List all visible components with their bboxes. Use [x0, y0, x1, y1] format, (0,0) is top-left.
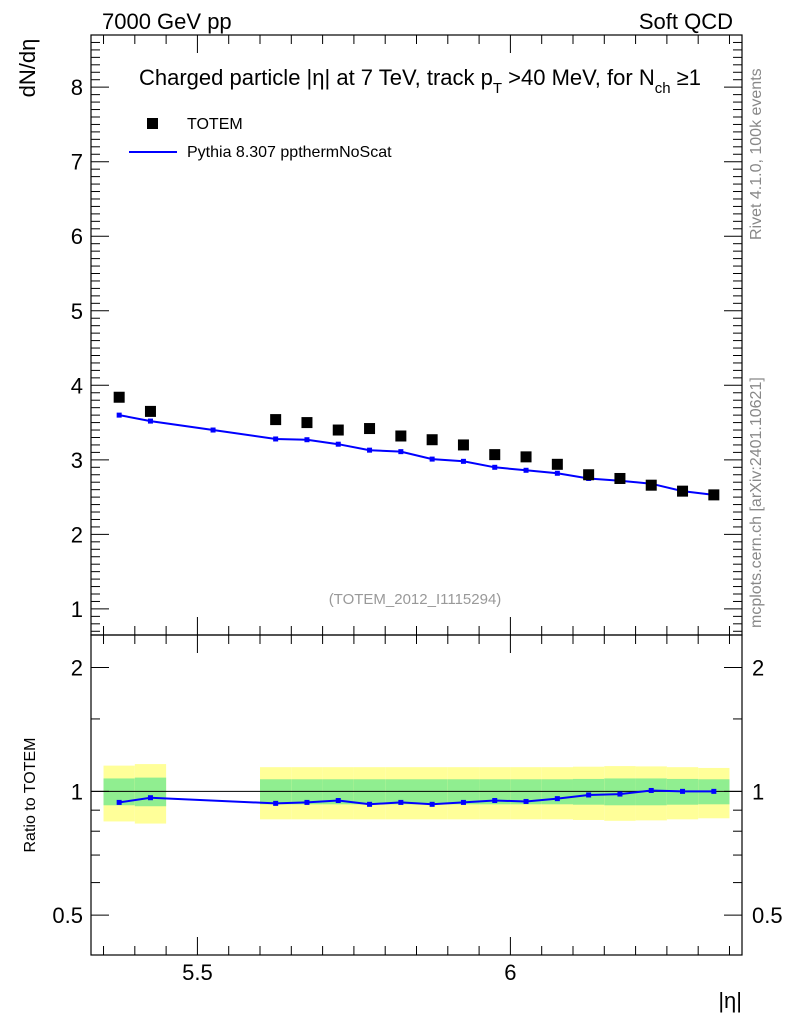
- totem-point: [645, 479, 657, 491]
- totem-point: [614, 472, 626, 484]
- totem-point: [708, 489, 720, 501]
- title-sub-t: T: [493, 80, 502, 97]
- ratio-ytick-label-right: 1: [752, 779, 764, 804]
- legend-totem-label: TOTEM: [187, 116, 243, 133]
- ratio-band-inner: [134, 777, 167, 807]
- mcplots-label: mcplots.cern.ch [arXiv:2401.10621]: [748, 377, 765, 628]
- pythia-point: [554, 470, 560, 476]
- ratio-xtick-label: 6: [504, 960, 516, 985]
- main-title: Charged particle |η| at 7 TeV, track pT …: [139, 65, 701, 97]
- pythia-point: [367, 447, 373, 453]
- pythia-point: [304, 437, 310, 443]
- pythia-point: [398, 449, 404, 455]
- totem-point: [395, 430, 407, 442]
- totem-point: [457, 439, 469, 451]
- totem-point: [270, 414, 282, 426]
- totem-point: [364, 423, 376, 435]
- ratio-pythia-point: [617, 791, 623, 797]
- ratio-ytick-label: 1: [71, 779, 83, 804]
- ratio-pythia-point: [554, 796, 560, 802]
- header-left: 7000 GeV pp: [102, 9, 232, 34]
- totem-point: [551, 458, 563, 470]
- pythia-point: [210, 427, 216, 433]
- main-ytick-label: 4: [71, 373, 83, 398]
- ratio-pythia-point: [398, 799, 404, 805]
- pythia-point: [429, 456, 435, 462]
- pythia-point: [523, 467, 529, 473]
- title-mid: | at 7 TeV, track p: [325, 65, 493, 90]
- totem-point: [520, 451, 532, 463]
- ratio-pythia-point: [147, 795, 153, 801]
- pythia-point: [335, 441, 341, 447]
- ratio-pythia-point: [648, 787, 654, 793]
- totem-point: [113, 391, 125, 403]
- ratio-pythia-point: [711, 788, 717, 794]
- main-ytick-label: 8: [71, 75, 83, 100]
- analysis-watermark: (TOTEM_2012_I1115294): [329, 591, 502, 608]
- ratio-ylabel: Ratio to TOTEM: [22, 738, 39, 853]
- header-right: Soft QCD: [639, 9, 733, 34]
- title-mid2: >40 MeV, for N: [502, 65, 655, 90]
- ratio-pythia-point: [273, 800, 279, 806]
- rivet-label: Rivet 4.1.0, 100k events: [748, 68, 765, 240]
- ratio-pythia-point: [304, 799, 310, 805]
- ratio-pythia-point: [586, 792, 592, 798]
- ratio-pythia-point: [429, 801, 435, 807]
- totem-point: [301, 417, 313, 429]
- ratio-xtick-label: 5.5: [182, 960, 213, 985]
- main-axis-ticks: 1 2 3 4 5 6 7 8: [71, 35, 742, 635]
- totem-point: [426, 434, 438, 446]
- main-ytick-label: 6: [71, 224, 83, 249]
- ratio-uncertainty-bands: [103, 764, 730, 824]
- ratio-pythia-point: [460, 799, 466, 805]
- ratio-pythia-point: [116, 799, 122, 805]
- totem-point: [489, 449, 501, 461]
- ratio-xlabel: |η|: [718, 988, 742, 1013]
- legend-totem-marker: [147, 118, 158, 129]
- title-eta: η: [312, 65, 324, 90]
- ratio-axis-ticks: 0.5 0.5 1 1 2 2 5.5 6: [52, 635, 783, 985]
- pythia-point: [147, 418, 153, 424]
- ratio-panel: 0.5 0.5 1 1 2 2 5.5 6 Ratio to TOTEM |η|: [22, 634, 783, 1013]
- pythia-point: [492, 464, 498, 470]
- main-panel: 1 2 3 4 5 6 7 8 dN/dη Charged particle |η| at 7…: [15, 34, 743, 636]
- ratio-ytick-label-right: 2: [752, 656, 764, 681]
- main-ytick-label: 3: [71, 448, 83, 473]
- main-data-marks: [113, 391, 720, 501]
- totem-point: [144, 405, 156, 417]
- ratio-data-marks: [91, 787, 742, 807]
- ratio-pythia-point: [335, 798, 341, 804]
- main-ytick-label: 2: [71, 522, 83, 547]
- main-ytick-label: 5: [71, 299, 83, 324]
- pythia-point: [273, 436, 279, 442]
- totem-point: [677, 485, 689, 497]
- ratio-pythia-point: [680, 788, 686, 794]
- main-ytick-label: 7: [71, 150, 83, 175]
- legend-pythia-label: Pythia 8.307 ppthermNoScat: [187, 144, 392, 161]
- totem-point: [332, 424, 344, 436]
- ratio-pythia-point: [367, 801, 373, 807]
- title-post: ≥1: [671, 65, 701, 90]
- pythia-point: [116, 412, 122, 418]
- ratio-ytick-label: 0.5: [52, 903, 83, 928]
- pythia-point: [460, 458, 466, 464]
- main-ytick-label: 1: [71, 597, 83, 622]
- main-ylabel: dN/dη: [15, 39, 40, 98]
- ratio-frame: [90, 634, 743, 956]
- totem-point: [583, 469, 595, 481]
- ratio-ytick-label-right: 0.5: [752, 903, 783, 928]
- title-sub-ch: ch: [655, 80, 671, 97]
- title-pre: Charged particle |: [139, 65, 312, 90]
- ratio-pythia-point: [523, 798, 529, 804]
- ratio-pythia-point: [492, 798, 498, 804]
- ratio-ytick-label: 2: [71, 656, 83, 681]
